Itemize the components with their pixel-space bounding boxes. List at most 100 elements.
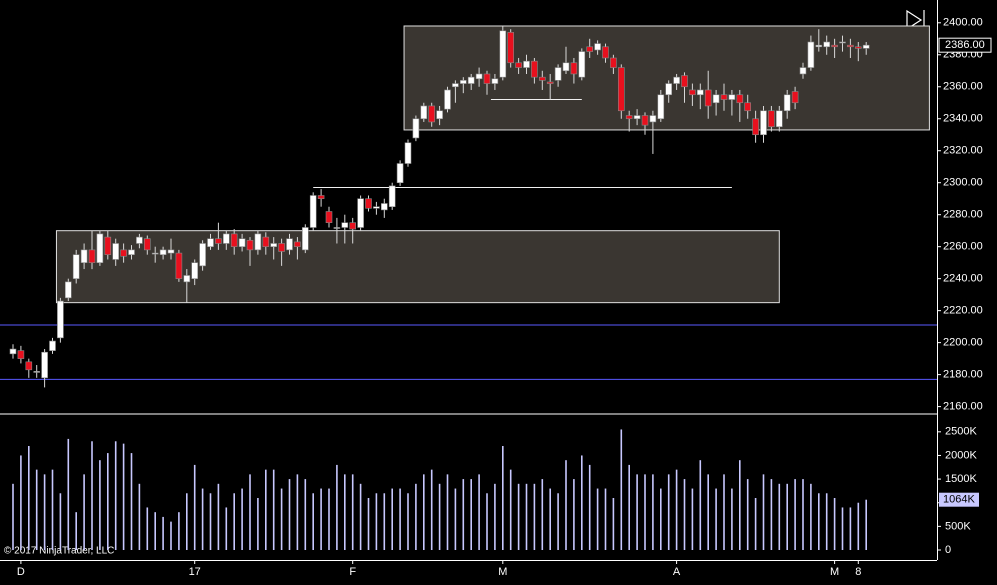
candle-body: [317, 195, 325, 200]
candle-body: [120, 249, 127, 257]
candle-body: [309, 195, 317, 228]
candle-body: [744, 102, 752, 112]
icon-arrow: [906, 9, 923, 31]
candle-body: [791, 91, 799, 104]
candle-body: [649, 115, 657, 123]
candle-body: [365, 198, 372, 209]
candle-body: [41, 351, 48, 379]
candle-body: [286, 238, 293, 251]
volume-marker-box: [939, 492, 979, 507]
candle-body: [562, 62, 570, 72]
candle-body: [831, 44, 838, 48]
candle-body: [704, 89, 712, 107]
y2-tick-label: 500K: [945, 520, 971, 532]
candle-body: [88, 249, 96, 263]
y-tick-label: 2200.00: [943, 337, 983, 349]
candle-body: [570, 62, 578, 75]
y-tick-label: 2360.00: [943, 81, 983, 93]
candle-body: [25, 361, 33, 371]
candle-body: [325, 211, 333, 223]
candle-body: [681, 75, 688, 88]
candle-body: [799, 67, 807, 75]
candle-body: [238, 238, 246, 247]
candle-body: [262, 236, 270, 247]
candle-body: [191, 262, 198, 279]
candle-body: [625, 115, 633, 120]
candle-body: [9, 348, 17, 355]
candle-body: [760, 110, 767, 136]
candle-body: [531, 60, 538, 78]
copyright: © 2017 NinjaTrader, LLC: [4, 546, 114, 557]
candle-body: [301, 227, 309, 251]
candle-body: [459, 80, 467, 84]
candle-body: [357, 198, 364, 228]
candle-body: [862, 44, 870, 49]
candle-body: [144, 238, 151, 251]
candle-body: [538, 76, 546, 81]
candle-body: [657, 94, 665, 120]
candle-body: [586, 46, 594, 52]
candle-body: [57, 300, 64, 339]
candle-body: [72, 254, 80, 279]
candle-body: [136, 236, 143, 244]
candle-body: [373, 206, 380, 209]
y-tick-label: 2320.00: [943, 145, 983, 157]
candle-body: [159, 249, 167, 255]
candle-body: [712, 94, 720, 104]
candle-body: [483, 73, 491, 84]
candle-body: [610, 57, 617, 68]
candle-body: [167, 249, 175, 254]
candle-body: [80, 249, 88, 263]
y2-tick-label: 2000K: [945, 449, 977, 461]
x-tick-label: 17: [189, 566, 201, 578]
candle-body: [839, 41, 846, 44]
candle-body: [128, 249, 135, 255]
candle-body: [151, 252, 159, 255]
candle-body: [546, 81, 554, 84]
candle-body: [775, 110, 783, 128]
candle-body: [17, 350, 25, 359]
candle-body: [475, 73, 483, 80]
candle-body: [467, 76, 475, 84]
candle-body: [333, 227, 341, 229]
candle-body: [696, 89, 704, 96]
candle-body: [104, 236, 112, 255]
candle-body: [444, 89, 451, 110]
x-tick-label: F: [349, 566, 356, 578]
y-tick-label: 2400.00: [943, 17, 983, 29]
candle-body: [341, 222, 349, 228]
candle-body: [720, 94, 728, 100]
candle-body: [807, 41, 815, 68]
y-tick-label: 2260.00: [943, 241, 983, 253]
candle-body: [768, 110, 775, 128]
candle-body: [199, 243, 206, 267]
x-tick-label: M: [830, 566, 839, 578]
candle-body: [507, 32, 515, 64]
candle-body: [578, 51, 586, 78]
candle-body: [823, 41, 831, 48]
candle-body: [420, 105, 428, 120]
candle-body: [594, 43, 601, 51]
candle-body: [752, 118, 759, 136]
candle-body: [49, 340, 56, 351]
candle-body: [554, 67, 562, 81]
candle-body: [270, 243, 278, 247]
y-tick-label: 2220.00: [943, 305, 983, 317]
candle-body: [388, 185, 396, 208]
y2-tick-label: 2500K: [945, 426, 977, 438]
x-tick-label: 8: [855, 566, 861, 578]
candle-body: [183, 275, 191, 283]
candle-body: [617, 67, 625, 112]
candle-body: [278, 243, 285, 252]
candle-body: [491, 78, 499, 84]
price-marker-box: [938, 37, 992, 53]
candle-body: [783, 94, 791, 112]
candle-body: [246, 239, 254, 251]
y2-tick-label: 0: [945, 544, 951, 556]
candle-body: [96, 233, 104, 263]
candle-body: [452, 83, 459, 88]
candle-body: [602, 46, 609, 59]
candle-body: [207, 238, 214, 247]
candle-body: [728, 94, 736, 100]
